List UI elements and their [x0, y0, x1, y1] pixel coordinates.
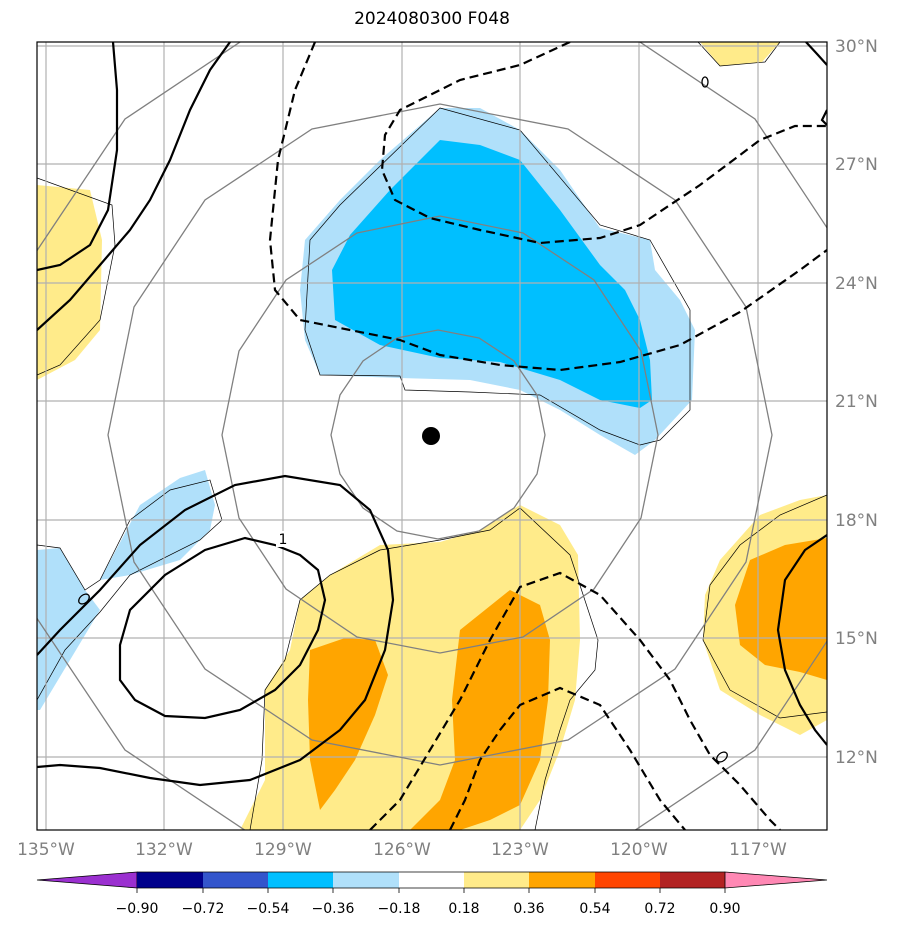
- colorbar-extend-low: [36, 871, 138, 889]
- lat-tick-label: 27°N: [835, 155, 878, 175]
- negative-contours: [268, 42, 827, 830]
- shading-outline: [37, 42, 827, 830]
- colorbar-tick-label: 0.36: [513, 901, 544, 917]
- map-area: 1: [37, 42, 827, 830]
- colorbar-tick-label: 0.18: [448, 901, 479, 917]
- negative-anomaly-region: [37, 108, 695, 710]
- colorbar-bin: [333, 872, 399, 888]
- colorbar-bin: [464, 872, 529, 888]
- contour-loop: [701, 76, 709, 88]
- lon-tick-label: 132°W: [135, 840, 193, 860]
- lat-tick-label: 21°N: [835, 392, 878, 412]
- colorbar-bin: [399, 872, 464, 888]
- positive-anomaly-region: [37, 42, 827, 830]
- colorbar: −0.90 −0.72 −0.54 −0.36 −0.18 0.18 0.36 …: [36, 871, 828, 917]
- lat-tick-label: 30°N: [835, 37, 878, 57]
- lon-tick-label: 126°W: [373, 840, 431, 860]
- lon-tick-label: 123°W: [491, 840, 549, 860]
- colorbar-extend-high: [724, 871, 828, 889]
- lon-tick-label: 135°W: [17, 840, 75, 860]
- colorbar-tick-label: 0.90: [709, 901, 740, 917]
- latitude-labels: 30°N 27°N 24°N 21°N 18°N 15°N 12°N: [835, 37, 878, 768]
- map-frame: [36, 41, 828, 831]
- colorbar-bin: [529, 872, 595, 888]
- contour-loop: [716, 751, 728, 763]
- colorbar-tick-label: −0.72: [182, 901, 225, 917]
- contour-loop: [78, 593, 90, 605]
- colorbar-bin: [137, 872, 203, 888]
- colorbar-tick-label: −0.90: [116, 901, 159, 917]
- colorbar-bin: [203, 872, 268, 888]
- lat-tick-label: 18°N: [835, 511, 878, 531]
- colorbar-tick-label: 0.54: [579, 901, 610, 917]
- lat-tick-label: 12°N: [835, 748, 878, 768]
- lon-tick-label: 117°W: [729, 840, 787, 860]
- colorbar-bin: [268, 872, 333, 888]
- contour-label: 1: [279, 532, 288, 548]
- colorbar-bin: [595, 872, 660, 888]
- graticule: [37, 42, 827, 830]
- colorbar-bin: [660, 872, 725, 888]
- colorbar-tick-label: 0.72: [644, 901, 675, 917]
- lat-tick-label: 15°N: [835, 629, 878, 649]
- range-rings: [37, 42, 827, 830]
- colorbar-tick-label: −0.36: [312, 901, 355, 917]
- storm-center-dot: [422, 427, 440, 445]
- lon-tick-label: 120°W: [610, 840, 668, 860]
- longitude-labels: 135°W 132°W 129°W 126°W 123°W 120°W 117°…: [17, 840, 787, 860]
- lat-tick-label: 24°N: [835, 274, 878, 294]
- map-title: 2024080300 F048: [354, 9, 510, 29]
- colorbar-tick-label: −0.18: [378, 901, 421, 917]
- colorbar-tick-label: −0.54: [247, 901, 290, 917]
- lon-tick-label: 129°W: [254, 840, 312, 860]
